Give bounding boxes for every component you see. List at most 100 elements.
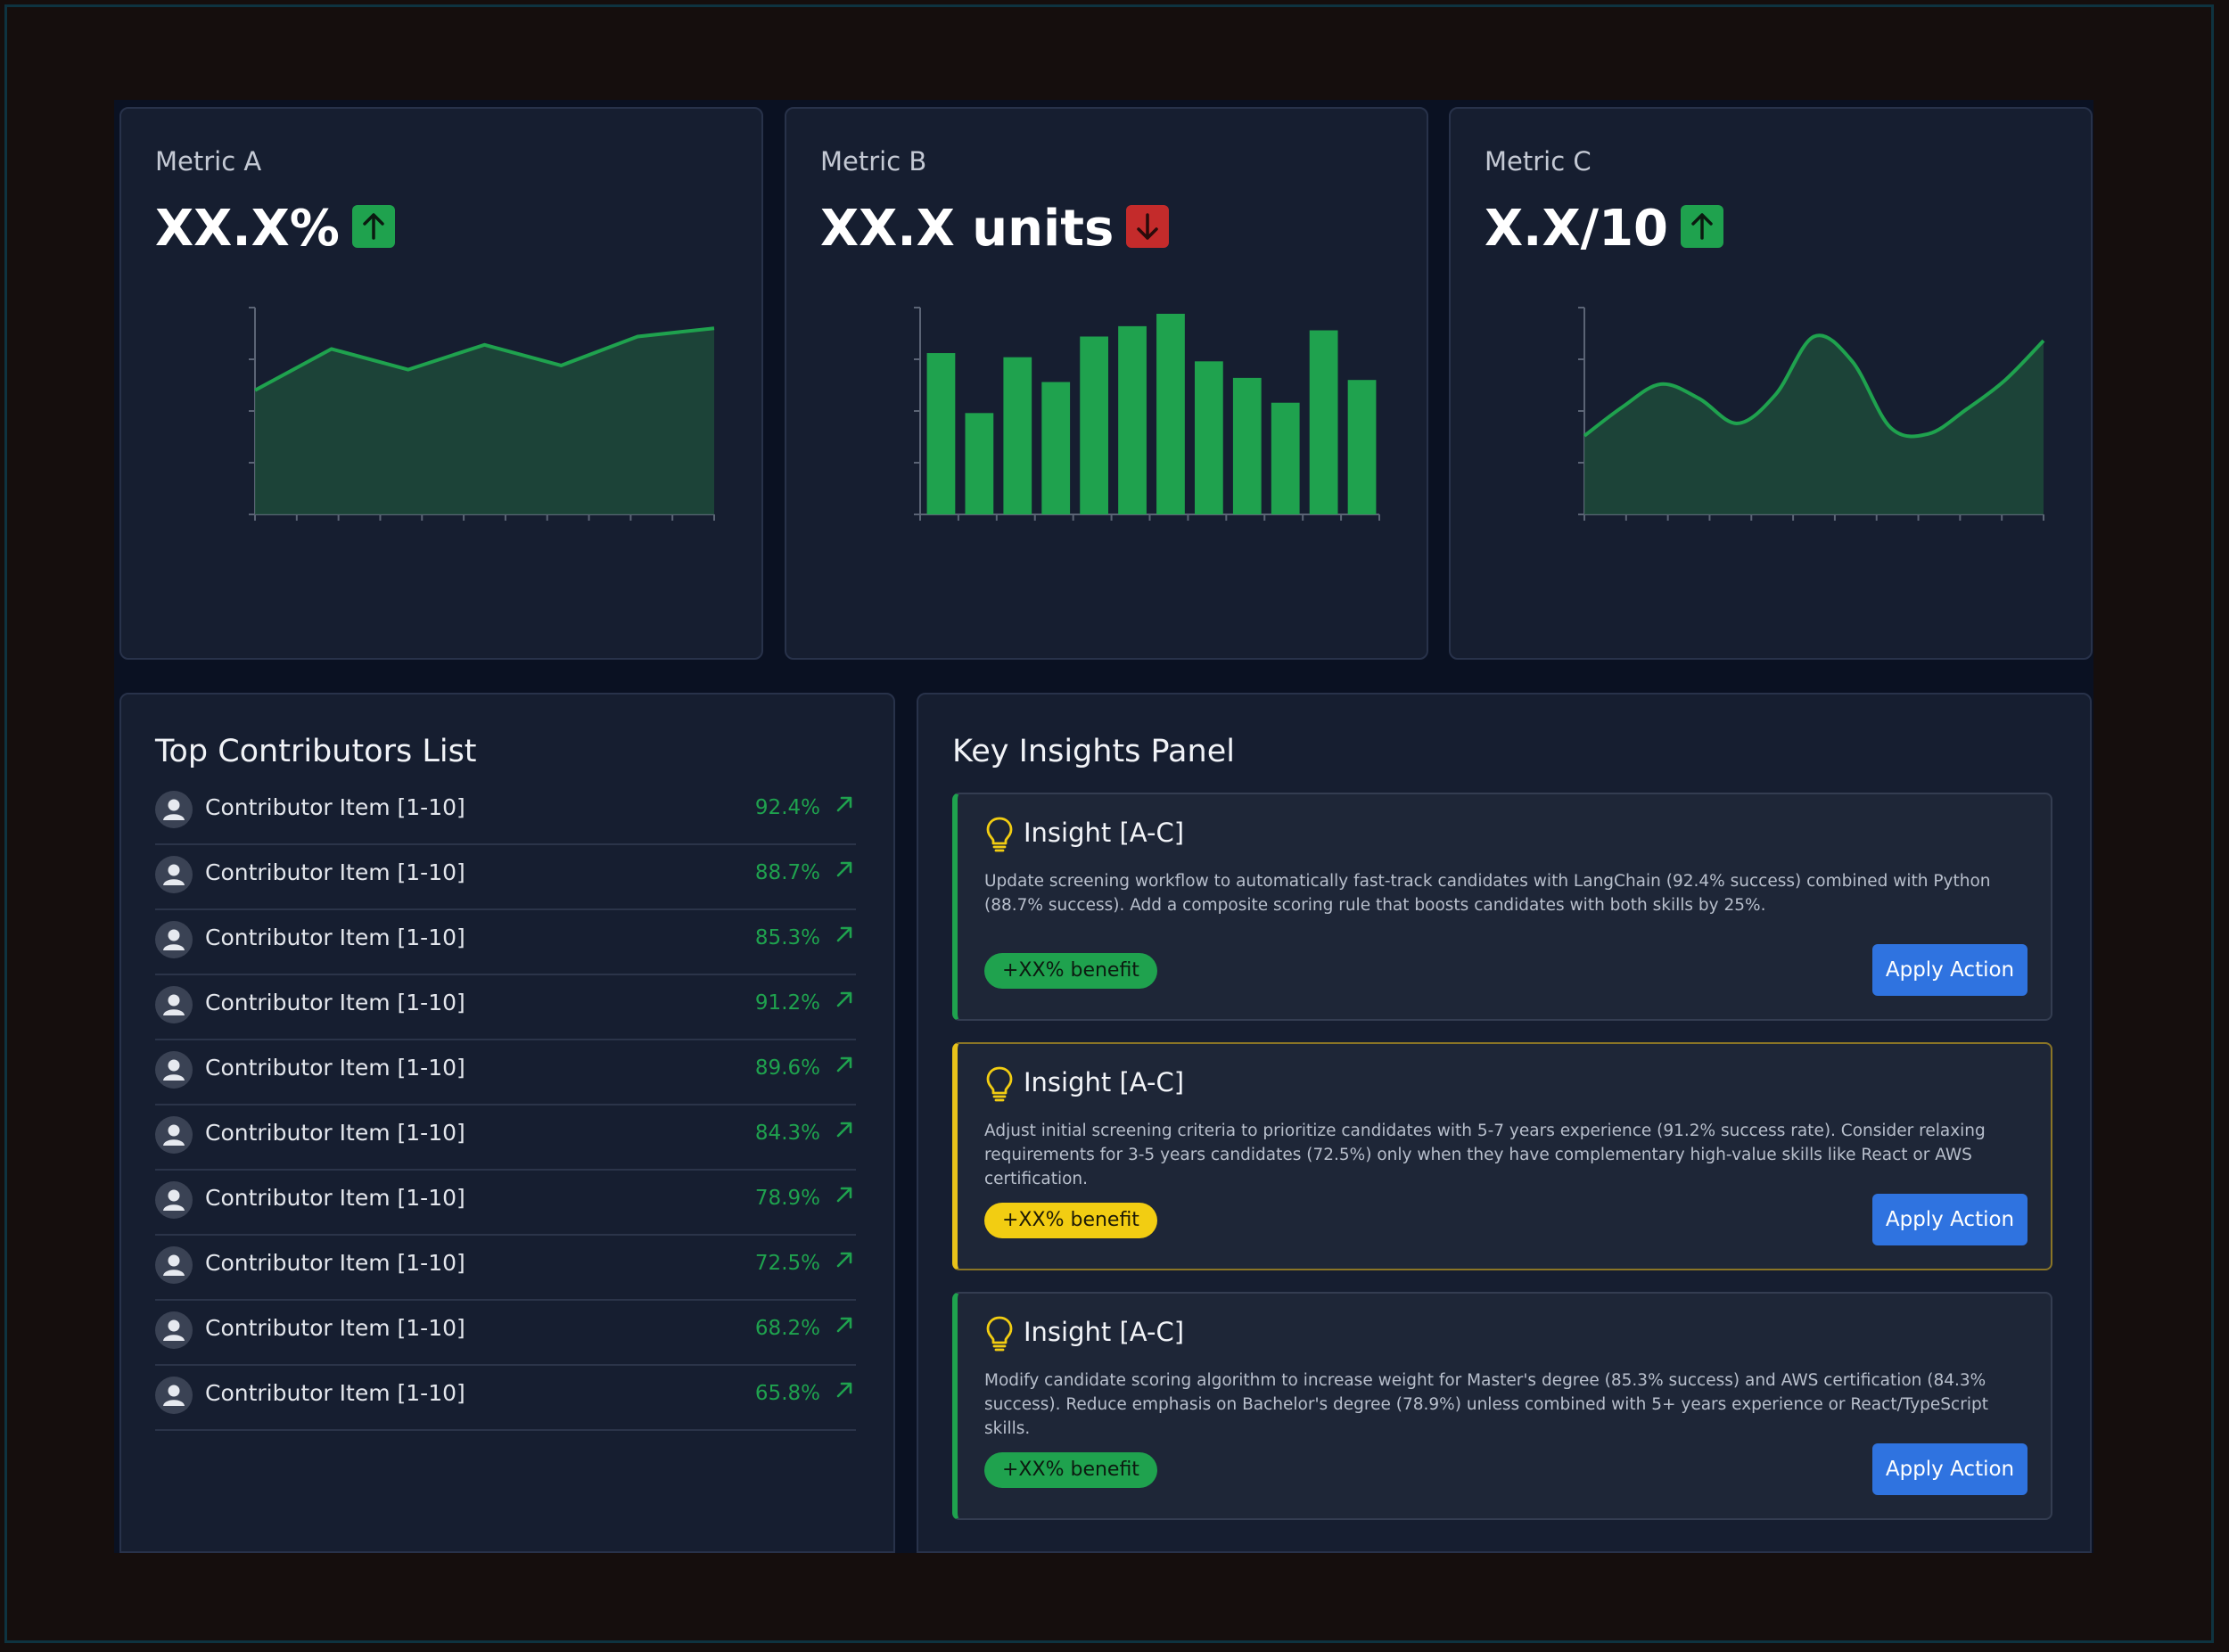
trend-up-right-icon [836,796,852,812]
contributor-value: 91.2% [754,991,820,1015]
contributor-value: 65.8% [754,1382,820,1405]
contributor-name: Contributor Item [1-10] [205,859,465,885]
lightbulb-icon [986,1316,1013,1352]
contributor-value: 85.3% [754,926,820,949]
contributors-title: Top Contributors List [155,734,477,769]
insight-card: Insight [A-C] Update screening workflow t… [952,793,2052,1021]
contributor-name: Contributor Item [1-10] [205,1380,465,1406]
metric-card-a: Metric A XX.X% [119,107,763,660]
user-avatar-icon [155,921,193,958]
metric-value-row: XX.X% [155,200,395,258]
contributor-row[interactable]: Contributor Item [1-10] 72.5% [155,1236,856,1301]
insight-title: Insight [A-C] [1024,1067,1185,1097]
insight-text: Modify candidate scoring algorithm to in… [984,1371,1988,1438]
series-line [254,326,715,392]
contributor-row[interactable]: Contributor Item [1-10] 65.8% [155,1366,856,1431]
benefit-badge: +XX% benefit [984,953,1157,989]
metric-c-chart [1578,307,2045,521]
contributor-name: Contributor Item [1-10] [205,1120,465,1146]
bar [1156,313,1185,514]
contributor-row[interactable]: Contributor Item [1-10] 88.7% [155,845,856,910]
metric-card-c: Metric C X.X/10 [1449,107,2093,660]
user-avatar-icon [155,1116,193,1154]
bar [1118,325,1147,514]
insight-title: Insight [A-C] [1024,1317,1185,1347]
bar [1041,382,1071,514]
metric-label: Metric A [155,146,262,177]
insights-panel: Key Insights Panel Insight [A-C] Update s… [917,693,2092,1553]
contributor-row[interactable]: Contributor Item [1-10] 78.9% [155,1171,856,1236]
metric-value: XX.X% [155,200,340,258]
contributor-row[interactable]: Contributor Item [1-10] 85.3% [155,910,856,975]
apply-action-button[interactable]: Apply Action [1872,1443,2027,1495]
contributor-row[interactable]: Contributor Item [1-10] 68.2% [155,1301,856,1366]
trend-up-right-icon [836,1056,852,1073]
bar [965,413,994,514]
user-avatar-icon [155,1377,193,1414]
bar [1080,336,1109,514]
bar [1271,402,1300,514]
metric-card-b: Metric B XX.X units [785,107,1428,660]
apply-action-button[interactable]: Apply Action [1872,1194,2027,1245]
insight-card: Insight [A-C] Modify candidate scoring al… [952,1292,2052,1520]
area-fill [1584,335,2044,514]
contributor-value: 78.9% [754,1187,820,1210]
user-avatar-icon [155,856,193,893]
contributor-value: 72.5% [754,1252,820,1275]
bar [1347,380,1377,514]
bar [1003,357,1032,514]
metric-label: Metric B [820,146,927,177]
insights-title: Key Insights Panel [952,734,1235,769]
user-avatar-icon [155,791,193,828]
trend-up-right-icon [836,991,852,1007]
bar [926,353,956,514]
benefit-badge: +XX% benefit [984,1452,1157,1488]
lightbulb-icon [986,817,1013,852]
trend-up-right-icon [836,1382,852,1398]
trend-up-right-icon [836,1187,852,1203]
contributor-name: Contributor Item [1-10] [205,925,465,950]
contributor-row[interactable]: Contributor Item [1-10] 84.3% [155,1105,856,1171]
bar [1194,361,1223,514]
contributor-value: 92.4% [754,796,820,819]
contributor-value: 68.2% [754,1317,820,1340]
contributor-row[interactable]: Contributor Item [1-10] 89.6% [155,1040,856,1105]
contributor-value: 84.3% [754,1122,820,1145]
benefit-badge: +XX% benefit [984,1203,1157,1238]
user-avatar-icon [155,1181,193,1219]
arrow-up-icon [351,204,395,248]
metric-b-chart [914,307,1380,521]
dashboard: Metric A XX.X% Metric B XX.X units Metri… [114,100,2093,1553]
contributor-value: 89.6% [754,1056,820,1080]
user-avatar-icon [155,1311,193,1349]
series-line [1583,333,2045,439]
apply-action-button[interactable]: Apply Action [1872,944,2027,996]
arrow-up-icon [1681,204,1724,248]
metric-value: XX.X units [820,200,1114,258]
insight-text: Update screening workflow to automatical… [984,872,1991,915]
contributor-row[interactable]: Contributor Item [1-10] 91.2% [155,975,856,1040]
contributors-panel: Top Contributors List Contributor Item [… [119,693,895,1553]
trend-up-right-icon [836,861,852,877]
window-frame [4,4,2214,1643]
metric-value-row: XX.X units [820,200,1170,258]
user-avatar-icon [155,1246,193,1284]
contributor-name: Contributor Item [1-10] [205,1185,465,1211]
metric-label: Metric C [1485,146,1592,177]
contributor-name: Contributor Item [1-10] [205,794,465,820]
contributor-row[interactable]: Contributor Item [1-10] 92.4% [155,780,856,845]
bar [1232,377,1262,514]
metric-value: X.X/10 [1485,200,1669,258]
contributor-name: Contributor Item [1-10] [205,1250,465,1276]
trend-up-right-icon [836,926,852,942]
area-fill [255,328,714,514]
insight-card: Insight [A-C] Adjust initial screening cr… [952,1042,2052,1270]
metric-a-chart [249,307,715,521]
trend-up-right-icon [836,1317,852,1333]
contributor-name: Contributor Item [1-10] [205,1315,465,1341]
contributor-name: Contributor Item [1-10] [205,1055,465,1081]
insight-title: Insight [A-C] [1024,818,1185,848]
user-avatar-icon [155,1051,193,1089]
metric-value-row: X.X/10 [1485,200,1724,258]
trend-up-right-icon [836,1122,852,1138]
